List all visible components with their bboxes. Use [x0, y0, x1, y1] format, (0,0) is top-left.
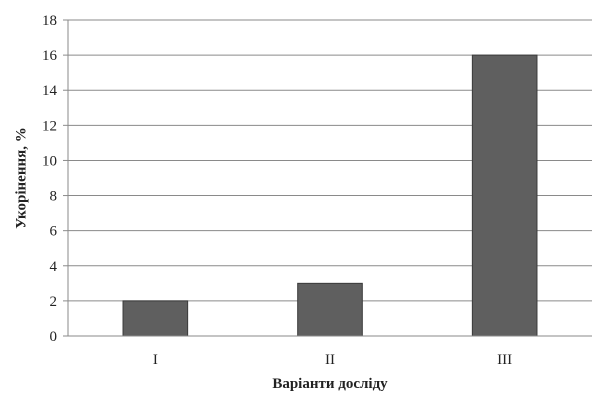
x-axis-label: Варіанти досліду — [272, 376, 388, 392]
y-tick-label: 6 — [50, 224, 58, 240]
y-tick-label: 2 — [50, 294, 58, 310]
axes — [63, 19, 592, 337]
y-tick-label: 0 — [50, 329, 58, 345]
y-tick-label: 4 — [50, 259, 58, 275]
y-tick-label: 10 — [42, 153, 57, 169]
grid-lines — [68, 19, 592, 302]
x-tick-label: I — [153, 352, 158, 368]
bar-1 — [122, 300, 189, 337]
y-tick-labels: 0 2 4 6 8 10 12 14 16 18 — [42, 13, 58, 345]
bars — [122, 54, 538, 337]
x-tick-label: III — [497, 352, 512, 368]
bar-3 — [471, 54, 538, 337]
y-tick-label: 18 — [42, 13, 57, 29]
y-tick-label: 8 — [50, 189, 58, 205]
y-axis-label: Укорінення, % — [13, 127, 29, 228]
x-tick-labels: I II III — [153, 352, 512, 368]
y-tick-label: 12 — [42, 118, 57, 134]
bar-2 — [297, 282, 363, 337]
y-tick-label: 16 — [42, 48, 58, 64]
y-tick-label: 14 — [42, 83, 58, 99]
x-tick-label: II — [325, 352, 335, 368]
